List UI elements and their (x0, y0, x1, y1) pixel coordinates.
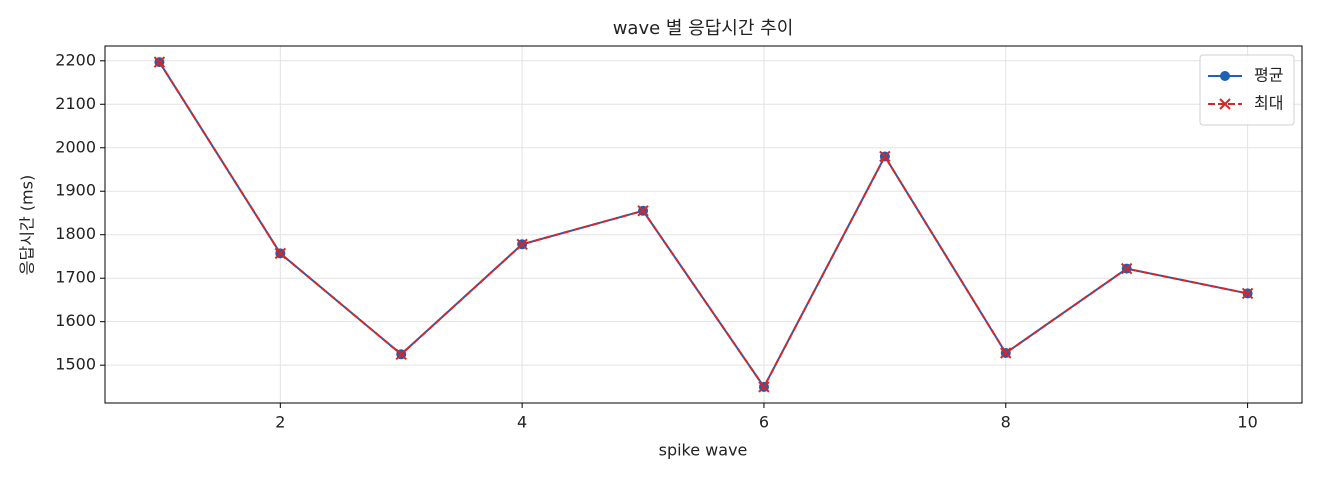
point-marker (758, 381, 770, 393)
point-marker (637, 205, 649, 217)
point-marker (1000, 347, 1012, 359)
y-tick-label: 2200 (55, 50, 96, 69)
chart-title: wave 별 응답시간 추이 (613, 18, 794, 39)
y-tick-label: 1800 (55, 224, 96, 243)
y-tick-label: 2000 (55, 137, 96, 156)
y-tick-label: 1900 (55, 181, 96, 200)
point-marker (274, 247, 287, 260)
legend-label: 최대 (1254, 94, 1283, 113)
x-axis-label: spike wave (659, 441, 748, 460)
y-tick-label: 1600 (55, 311, 96, 330)
point-marker (395, 348, 407, 361)
point-marker (1120, 262, 1133, 275)
x-tick-label: 2 (275, 413, 285, 432)
y-axis-label: 응답시간 (ms) (18, 175, 37, 275)
x-tick-label: 6 (759, 413, 769, 432)
x-tick-label: 4 (517, 413, 527, 432)
point-marker (516, 238, 528, 250)
legend-label: 평균 (1254, 66, 1283, 85)
y-tick-label: 1500 (55, 355, 96, 374)
point-marker (1241, 287, 1254, 300)
point-marker (879, 150, 891, 163)
y-tick-label: 2100 (55, 94, 96, 113)
x-tick-label: 8 (1001, 413, 1011, 432)
series-line (158, 61, 1248, 389)
axes-frame (104, 45, 1303, 404)
legend-marker (1219, 98, 1231, 110)
x-tick-label: 10 (1237, 413, 1257, 432)
y-tick-label: 1700 (55, 268, 96, 287)
point-marker (153, 56, 166, 68)
legend-marker (1220, 71, 1230, 81)
